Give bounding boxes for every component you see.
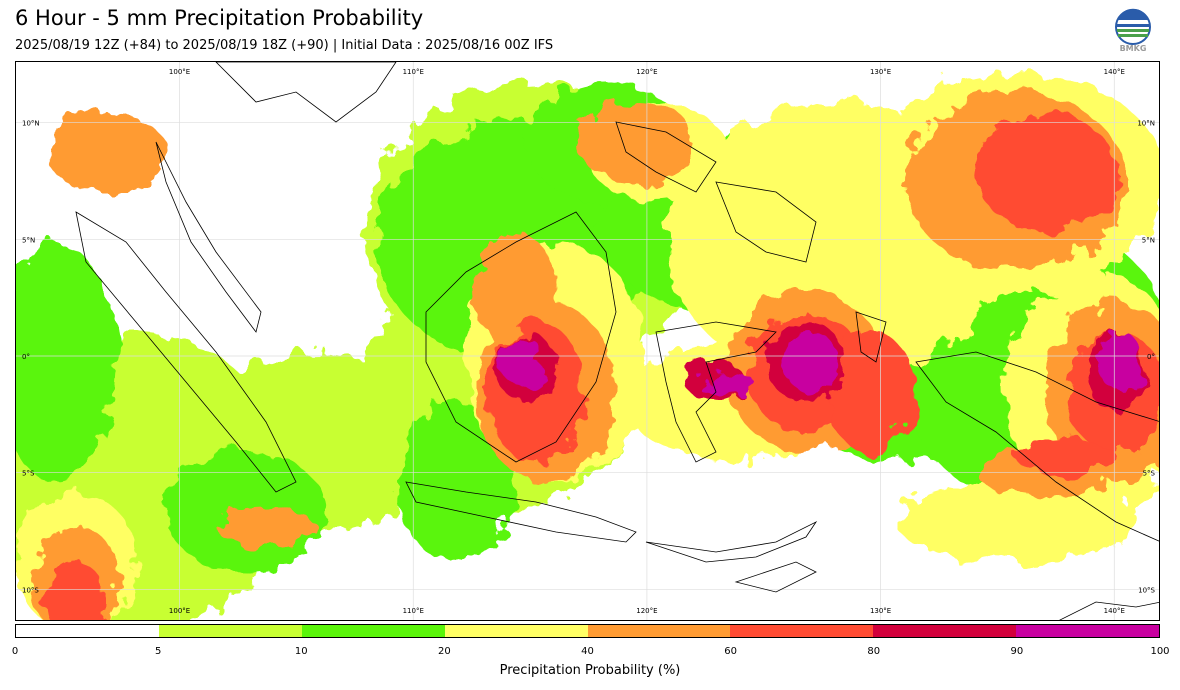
precip-area	[696, 374, 756, 394]
coastline	[425, 211, 617, 463]
bmkg-logo-icon	[1115, 8, 1151, 45]
latitude-label-right: 5°S	[1143, 470, 1156, 478]
colorbar-segment	[301, 625, 445, 637]
longitude-label-top: 140°E	[1104, 68, 1125, 76]
colorbar-segment	[730, 625, 874, 637]
precip-area	[216, 507, 316, 547]
longitude-label-top: 120°E	[636, 68, 657, 76]
logo-text: BMKG	[1119, 44, 1147, 53]
colorbar-label: Precipitation Probability (%)	[499, 663, 681, 678]
precip-area	[1016, 439, 1116, 475]
colorbar-tick-label: 20	[438, 646, 451, 657]
colorbar-tick-label: 60	[724, 646, 737, 657]
coastline	[655, 321, 777, 463]
coastlines	[75, 62, 1159, 620]
latitude-label-right: 10°S	[1138, 586, 1155, 594]
precip-area	[896, 482, 1136, 562]
colorbar-tick-label: 100	[1150, 646, 1170, 657]
colorbar-tick-label: 40	[581, 646, 594, 657]
precip-area	[783, 332, 839, 392]
longitude-label-bottom: 120°E	[636, 607, 657, 615]
precip-area	[976, 112, 1116, 232]
longitude-label-top: 110°E	[403, 68, 424, 76]
longitude-label-bottom: 140°E	[1104, 607, 1125, 615]
precip-area	[16, 242, 116, 482]
coastline	[615, 121, 717, 193]
longitude-label-bottom: 110°E	[403, 607, 424, 615]
coastline	[855, 311, 887, 363]
map-title: 6 Hour - 5 mm Precipitation Probability	[15, 6, 424, 30]
precip-area	[46, 112, 166, 192]
longitude-label-top: 100°E	[169, 68, 190, 76]
longitude-label-bottom: 130°E	[870, 607, 891, 615]
colorbar	[15, 624, 1160, 638]
coastline	[734, 561, 817, 593]
latitude-label-right: 0°	[1147, 353, 1155, 361]
latitude-label-left: 10°S	[22, 586, 39, 594]
precip-area	[46, 562, 106, 620]
latitude-label-left: 0°	[22, 353, 30, 361]
precip-area	[576, 102, 696, 182]
coastline	[215, 62, 397, 123]
latitude-label-right: 5°N	[1142, 236, 1155, 244]
colorbar-tick-label: 10	[294, 646, 308, 657]
colorbar-tick-label: 0	[11, 646, 19, 657]
longitude-label-top: 130°E	[870, 68, 891, 76]
colorbar-tick-label: 5	[154, 646, 162, 657]
precipitation-map[interactable]: 10°N 10°N 5°N 5°N 0° 0° 5°S 5°S 10°S 10°S 100°E 100…	[15, 61, 1160, 621]
precip-area	[1099, 332, 1143, 392]
longitude-label-bottom: 100°E	[169, 607, 190, 615]
latitude-label-left: 5°S	[22, 470, 35, 478]
latitude-label-right: 10°N	[1137, 120, 1155, 128]
colorbar-segment	[158, 625, 302, 637]
coastline	[1059, 601, 1159, 620]
map-subtitle: 2025/08/19 12Z (+84) to 2025/08/19 18Z (…	[15, 38, 554, 53]
precip-area	[826, 332, 916, 452]
coastline	[645, 520, 818, 563]
graticule-grid	[16, 62, 1159, 620]
colorbar-segment	[16, 625, 159, 637]
colorbar-tick-label: 80	[867, 646, 881, 657]
colorbar-segment	[873, 625, 1017, 637]
precip-area	[499, 335, 543, 385]
coastline	[915, 351, 1159, 542]
colorbar-segment	[587, 625, 731, 637]
colorbar-tick-label: 90	[1010, 646, 1024, 657]
coastline	[715, 181, 817, 263]
coastline	[75, 211, 297, 493]
colorbar-segment	[444, 625, 588, 637]
colorbar-segment	[1016, 625, 1159, 637]
coastline	[405, 481, 637, 543]
coastline	[155, 141, 262, 333]
latitude-label-left: 10°N	[22, 120, 40, 128]
latitude-label-left: 5°N	[22, 236, 35, 244]
